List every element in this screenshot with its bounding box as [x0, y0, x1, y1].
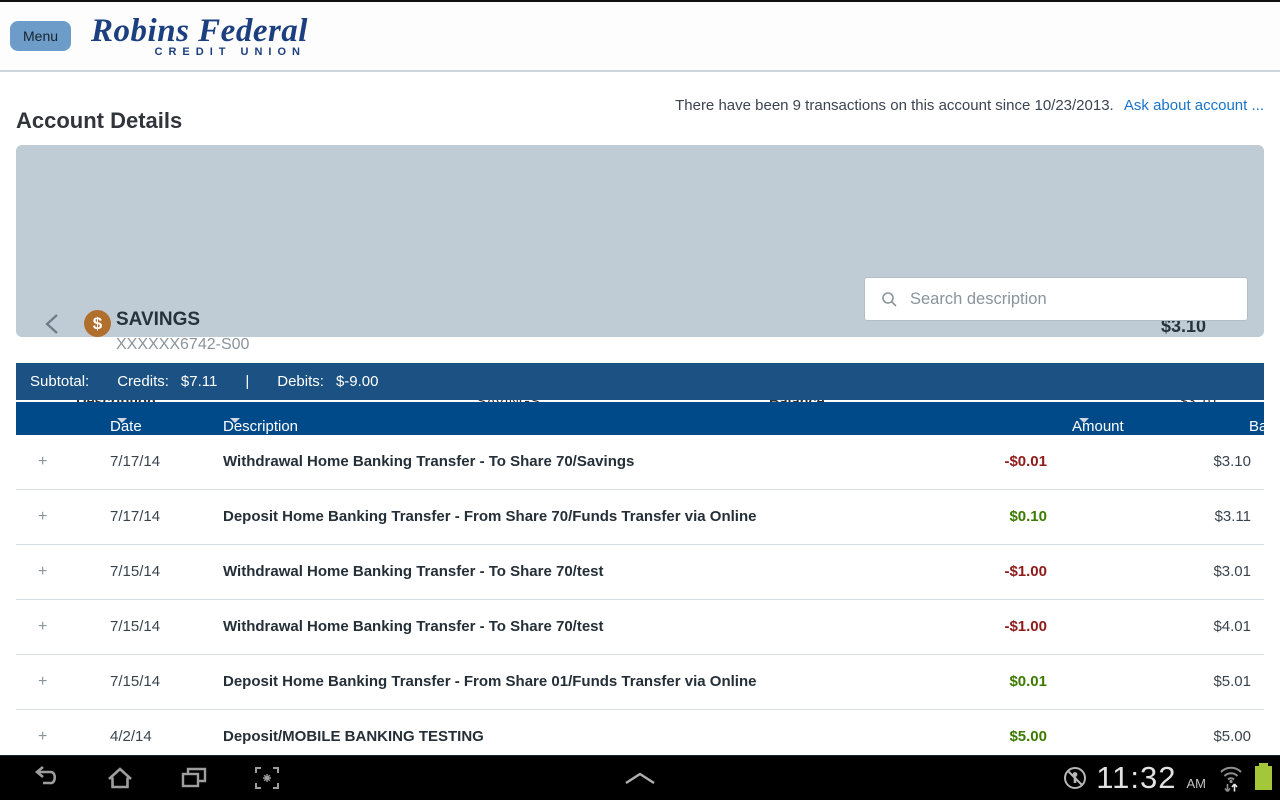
battery-icon [1255, 763, 1272, 790]
transaction-amount: -$0.01 [1004, 453, 1047, 470]
expand-row-icon[interactable]: + [38, 673, 48, 690]
headline-balance: $3.10 [1160, 316, 1206, 336]
screen-top-edge [0, 0, 1280, 2]
debits-value: $-9.00 [335, 373, 379, 390]
wifi-status-icon [1218, 763, 1244, 793]
transaction-amount: $5.00 [1009, 728, 1047, 745]
transaction-date: 4/2/14 [110, 728, 152, 745]
brand-logo: Robins Federal CREDIT UNION [91, 14, 308, 58]
transaction-amount: -$1.00 [1004, 563, 1047, 580]
transaction-amount: -$1.00 [1004, 618, 1047, 635]
search-icon [882, 291, 897, 307]
transaction-description: Deposit Home Banking Transfer - From Sha… [223, 508, 757, 525]
transaction-date: 7/17/14 [110, 508, 161, 525]
transaction-balance: $3.01 [1213, 563, 1251, 580]
recent-apps-icon[interactable] [180, 766, 208, 790]
credits-value: $7.11 [180, 373, 218, 390]
expand-row-icon[interactable]: + [38, 728, 48, 745]
transaction-row[interactable]: + 7/15/14 Withdrawal Home Banking Transf… [16, 545, 1264, 600]
brand-name: Robins Federal [91, 13, 308, 49]
page-title: Account Details [16, 108, 183, 133]
transaction-description: Deposit/MOBILE BANKING TESTING [223, 728, 484, 745]
transaction-description: Deposit Home Banking Transfer - From Sha… [223, 673, 757, 690]
back-icon[interactable] [30, 766, 60, 790]
description-header-label: Description [223, 418, 299, 435]
account-name: SAVINGS [116, 309, 201, 330]
account-masked-number: XXXXXX6742-S00 [116, 336, 250, 353]
transaction-description: Withdrawal Home Banking Transfer - To Sh… [223, 563, 604, 580]
app-bar: Menu Robins Federal CREDIT UNION [0, 2, 1280, 72]
transaction-balance: $5.00 [1213, 728, 1251, 745]
balance-header-label: Balance [1249, 418, 1280, 435]
transactions-table-body: + 7/17/14 Withdrawal Home Banking Transf… [16, 435, 1264, 765]
transaction-row[interactable]: + 7/17/14 Deposit Home Banking Transfer … [16, 490, 1264, 545]
back-chevron-icon[interactable] [44, 313, 60, 340]
transaction-amount: $0.10 [1009, 508, 1047, 525]
blocking-mode-icon[interactable] [1062, 765, 1088, 791]
expand-tray-chevron-icon[interactable] [623, 771, 657, 785]
home-icon[interactable] [106, 766, 134, 790]
transaction-row[interactable]: + 7/15/14 Withdrawal Home Banking Transf… [16, 600, 1264, 655]
menu-button[interactable]: Menu [10, 21, 72, 51]
subtotal-bar: Subtotal: Credits: $7.11 | Debits: $-9.0… [16, 363, 1264, 400]
sort-caret-icon [230, 418, 240, 423]
transaction-date: 7/15/14 [110, 563, 161, 580]
transaction-balance: $4.01 [1213, 618, 1251, 635]
transaction-row[interactable]: + 7/17/14 Withdrawal Home Banking Transf… [16, 435, 1264, 490]
dollar-glyph: $ [92, 313, 103, 333]
search-box [864, 277, 1248, 321]
screenshot-icon[interactable] [254, 766, 280, 790]
sort-caret-icon [1079, 418, 1089, 423]
search-input[interactable] [910, 278, 1247, 320]
transaction-description: Withdrawal Home Banking Transfer - To Sh… [223, 618, 604, 635]
transactions-summary-text: There have been 9 transactions on this a… [675, 97, 1114, 114]
subtotal-separator: | [245, 373, 250, 390]
transactions-table-header: Date Description Amount Balance [16, 402, 1280, 435]
transaction-date: 7/15/14 [110, 673, 161, 690]
transaction-row[interactable]: + 7/15/14 Deposit Home Banking Transfer … [16, 655, 1264, 710]
transaction-balance: $5.01 [1213, 673, 1251, 690]
subtotal-label: Subtotal: [30, 373, 90, 390]
expand-row-icon[interactable]: + [38, 508, 48, 525]
transactions-summary: There have been 9 transactions on this a… [675, 97, 1264, 114]
transaction-date: 7/17/14 [110, 453, 161, 470]
transaction-balance: $3.11 [1214, 508, 1251, 525]
sort-caret-icon [117, 418, 127, 423]
transaction-date: 7/15/14 [110, 618, 161, 635]
transaction-balance: $3.10 [1213, 453, 1251, 470]
expand-row-icon[interactable]: + [38, 563, 48, 580]
ask-about-account-link[interactable]: Ask about account ... [1123, 97, 1264, 114]
brand-tagline: CREDIT UNION [154, 46, 306, 58]
credits-label: Credits: [117, 373, 169, 390]
expand-row-icon[interactable]: + [38, 618, 48, 635]
transaction-description: Withdrawal Home Banking Transfer - To Sh… [223, 453, 635, 470]
clock-time: 11:32 [1096, 760, 1177, 795]
debits-label: Debits: [277, 373, 324, 390]
android-nav-bar: 11:32 AM [0, 755, 1280, 800]
savings-dollar-icon: $ [84, 310, 111, 337]
transaction-amount: $0.01 [1009, 673, 1047, 690]
expand-row-icon[interactable]: + [38, 453, 48, 470]
clock-meridiem: AM [1186, 776, 1207, 791]
